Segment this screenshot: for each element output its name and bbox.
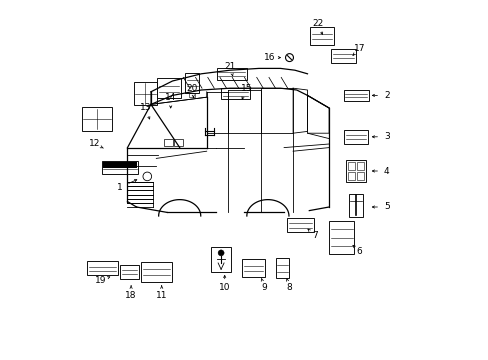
Text: 12: 12 xyxy=(89,139,101,148)
Bar xyxy=(103,162,137,168)
Bar xyxy=(309,27,333,45)
Text: 14: 14 xyxy=(164,93,176,102)
Bar xyxy=(348,194,363,217)
Bar xyxy=(241,259,264,277)
Bar xyxy=(344,130,367,144)
Bar xyxy=(134,82,157,105)
Bar xyxy=(356,162,363,170)
Bar xyxy=(120,265,139,279)
Bar xyxy=(347,162,354,170)
Bar xyxy=(286,218,313,232)
Bar xyxy=(328,221,354,254)
Bar xyxy=(343,90,368,101)
Text: 16: 16 xyxy=(264,53,275,62)
Text: 2: 2 xyxy=(383,91,389,100)
Text: 21: 21 xyxy=(224,62,235,71)
Text: 19: 19 xyxy=(95,276,106,285)
Text: 1: 1 xyxy=(117,183,123,192)
Bar xyxy=(275,258,288,278)
Text: 7: 7 xyxy=(311,231,317,240)
Bar xyxy=(87,261,117,275)
Text: 8: 8 xyxy=(286,284,292,292)
Text: 10: 10 xyxy=(219,284,230,292)
Bar xyxy=(356,172,363,180)
Text: 11: 11 xyxy=(156,291,167,300)
Text: 4: 4 xyxy=(383,166,389,175)
Circle shape xyxy=(218,250,224,256)
Text: 13: 13 xyxy=(140,104,151,112)
Text: 5: 5 xyxy=(383,202,389,211)
Bar xyxy=(221,88,249,99)
Bar xyxy=(163,139,172,146)
Bar xyxy=(216,68,247,80)
Bar xyxy=(189,94,195,97)
Bar xyxy=(174,139,183,146)
Bar xyxy=(211,247,230,272)
Text: 20: 20 xyxy=(186,84,198,93)
Bar xyxy=(102,161,138,174)
Bar xyxy=(346,160,365,182)
Text: 3: 3 xyxy=(383,132,389,141)
Text: 18: 18 xyxy=(125,291,137,300)
Bar xyxy=(157,78,180,98)
Bar xyxy=(330,49,355,63)
Text: 15: 15 xyxy=(240,84,251,93)
Text: 22: 22 xyxy=(312,19,323,28)
Bar xyxy=(141,262,171,282)
Bar xyxy=(81,107,112,130)
Text: 9: 9 xyxy=(261,284,266,292)
Text: 6: 6 xyxy=(356,247,362,256)
Text: 17: 17 xyxy=(353,44,365,53)
Bar xyxy=(185,73,199,93)
Bar xyxy=(347,172,354,180)
